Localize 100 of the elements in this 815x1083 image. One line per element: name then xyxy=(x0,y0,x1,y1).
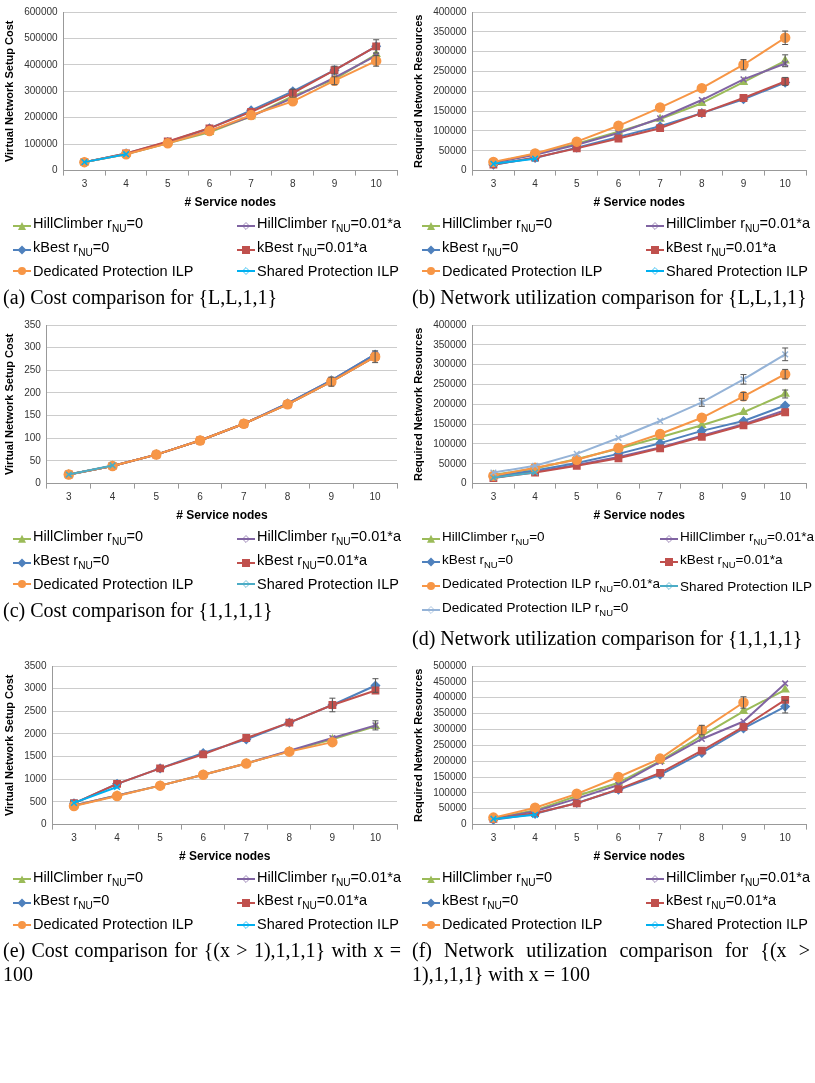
legend-label: Shared Protection ILP xyxy=(666,915,808,935)
legend-label: kBest r$_{NU}$=0 xyxy=(442,237,519,260)
y-tick-label: 0 xyxy=(40,817,47,829)
y-tick-label: 250000 xyxy=(433,378,467,390)
y-tick-label: 400000 xyxy=(24,58,58,70)
y-tick-label: 150000 xyxy=(433,770,467,782)
y-tick-label: 0 xyxy=(52,164,59,176)
x-tick-label: 8 xyxy=(699,831,706,843)
x-tick-label: 3 xyxy=(490,178,497,190)
text: (c) Cost comparison for {1,1,1,1} xyxy=(2,597,274,622)
y-tick-label: 200000 xyxy=(433,85,467,97)
legend-label: kBest r$_{NU}$=0 xyxy=(33,550,110,573)
x-tick-label: 9 xyxy=(329,831,336,843)
x-tick-label: 10 xyxy=(779,178,792,190)
legend-label: HillClimber r$_{NU}$=0.01*a xyxy=(679,527,814,549)
x-tick-label: 6 xyxy=(615,178,622,190)
y-tick-label: 2000 xyxy=(24,727,47,739)
legend-label: Shared Protection ILP xyxy=(257,915,399,935)
legend-label: Shared Protection ILP xyxy=(257,261,399,281)
y-tick-label: 0 xyxy=(35,477,42,489)
y-tick-label: 500 xyxy=(29,795,47,807)
y-tick-label: 100000 xyxy=(24,137,58,149)
x-tick-label: 10 xyxy=(779,491,792,503)
x-tick-label: 8 xyxy=(286,831,293,843)
y-tick-label: 300000 xyxy=(433,722,467,734)
y-tick-label: 350000 xyxy=(433,706,467,718)
x-tick-label: 4 xyxy=(532,831,539,843)
legend-label: kBest r$_{NU}$=0 xyxy=(442,891,519,914)
y-tick-label: 300000 xyxy=(433,358,467,370)
y-axis-title: Required Network Resources xyxy=(411,14,424,169)
y-tick-label: 350000 xyxy=(433,25,467,37)
x-tick-label: 3 xyxy=(65,491,72,503)
x-tick-label: 8 xyxy=(284,491,291,503)
x-tick-label: 5 xyxy=(573,491,580,503)
legend-label: Shared Protection ILP xyxy=(666,261,808,281)
x-tick-label: 7 xyxy=(657,491,664,503)
y-tick-label: 200000 xyxy=(433,397,467,409)
legend-label: HillClimber r$_{NU}$=0 xyxy=(33,867,144,890)
y-tick-label: 3500 xyxy=(24,659,47,671)
x-tick-label: 3 xyxy=(81,178,88,190)
legend-label: Shared Protection ILP xyxy=(679,577,812,596)
text: (a) Cost comparison for {L,L,1,1} xyxy=(2,284,279,309)
legend-label: kBest r$_{NU}$=0.01*a xyxy=(257,237,368,260)
y-tick-label: 200000 xyxy=(433,754,467,766)
y-tick-label: 450000 xyxy=(433,675,467,687)
text: (b) Network utilization comparison for {L,L,1,1} xyxy=(411,284,808,309)
x-tick-label: 8 xyxy=(290,178,297,190)
x-tick-label: 9 xyxy=(740,491,747,503)
x-tick-label: 3 xyxy=(71,831,78,843)
y-tick-label: 500000 xyxy=(24,32,58,44)
text: (e) Cost comparison for {(x > 1),1,1,1} with x = 100 xyxy=(2,938,402,987)
x-tick-label: 4 xyxy=(109,491,116,503)
y-tick-label: 150 xyxy=(24,409,42,421)
y-tick-label: 250 xyxy=(24,363,42,375)
legend-label: HillClimber r$_{NU}$=0 xyxy=(33,526,144,549)
x-tick-label: 5 xyxy=(573,831,580,843)
y-tick-label: 0 xyxy=(461,164,468,176)
legend-label: HillClimber r$_{NU}$=0.01*a xyxy=(257,214,401,236)
y-tick-label: 100000 xyxy=(433,437,467,449)
x-tick-label: 8 xyxy=(699,491,706,503)
y-tick-label: 600000 xyxy=(24,5,58,17)
y-axis-title: Required Network Resources xyxy=(411,327,424,481)
legend-label: kBest r$_{NU}$=0.01*a xyxy=(666,237,777,260)
x-tick-label: 4 xyxy=(114,831,121,843)
x-tick-label: 9 xyxy=(740,831,747,843)
text: (f) Network utilization comparison for {(x > 1),1,1,1} with x = 100 xyxy=(411,938,811,987)
y-axis-title: Virtual Network Setup Cost xyxy=(2,673,15,816)
legend-label: kBest r$_{NU}$=0.01*a xyxy=(257,550,368,573)
legend-label: Dedicated Protection ILP xyxy=(442,915,603,935)
legend-label: Dedicated Protection ILP xyxy=(33,261,194,281)
legend-label: HillClimber r$_{NU}$=0.01*a xyxy=(666,214,810,236)
y-tick-label: 100 xyxy=(24,431,42,443)
x-tick-label: 6 xyxy=(615,831,622,843)
legend-label: HillClimber r$_{NU}$=0 xyxy=(442,214,553,236)
y-tick-label: 300 xyxy=(24,341,42,353)
y-tick-label: 300000 xyxy=(433,45,467,57)
x-tick-label: 3 xyxy=(490,831,497,843)
y-tick-label: 50000 xyxy=(438,457,467,469)
y-tick-label: 200 xyxy=(24,386,42,398)
x-tick-label: 6 xyxy=(197,491,204,503)
x-tick-label: 7 xyxy=(241,491,248,503)
x-tick-label: 10 xyxy=(779,831,792,843)
x-tick-label: 5 xyxy=(157,831,164,843)
legend-label: HillClimber r$_{NU}$=0 xyxy=(33,214,144,236)
x-axis-title: # Service nodes xyxy=(593,507,686,522)
legend-label: kBest r$_{NU}$=0 xyxy=(33,891,110,914)
x-tick-label: 5 xyxy=(573,178,580,190)
y-tick-label: 300000 xyxy=(24,85,58,97)
y-axis-title: Required Network Resources xyxy=(411,668,424,822)
y-tick-label: 1500 xyxy=(24,749,47,761)
x-tick-label: 9 xyxy=(740,178,747,190)
x-tick-label: 7 xyxy=(248,178,255,190)
y-tick-label: 50000 xyxy=(438,144,467,156)
legend-label: kBest r$_{NU}$=0.01*a xyxy=(257,891,368,914)
legend-label: HillClimber r$_{NU}$=0 xyxy=(442,867,553,890)
x-tick-label: 6 xyxy=(615,491,622,503)
x-tick-label: 9 xyxy=(328,491,335,503)
x-axis-title: # Service nodes xyxy=(593,195,686,210)
legend-label: kBest r$_{NU}$=0.01*a xyxy=(666,891,777,914)
x-tick-label: 4 xyxy=(532,178,539,190)
